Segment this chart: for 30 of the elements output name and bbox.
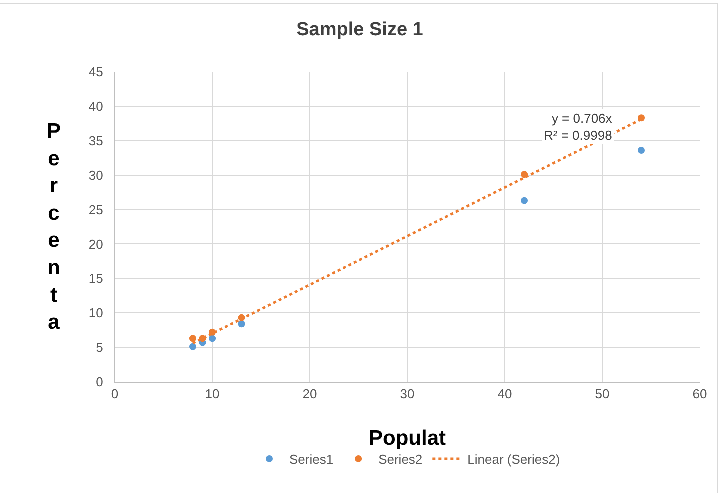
point	[638, 147, 645, 154]
x-tick-label: 10	[205, 386, 220, 402]
point	[190, 343, 196, 350]
y-tick-label: 30	[88, 168, 104, 183]
y-tick-label: 20	[88, 236, 104, 252]
legend-label: Series2	[378, 452, 423, 468]
point	[238, 320, 246, 328]
x-tick-label: 40	[498, 386, 512, 402]
y-axis-title: Percenta	[47, 120, 62, 334]
x-tick-label: 20	[302, 386, 318, 402]
legend-label: Series1	[290, 452, 334, 468]
legend-label: Linear (Series2)	[468, 452, 560, 468]
y-tick-label: 40	[88, 98, 104, 114]
y-tick-label: 45	[88, 64, 104, 80]
annotation: y = 0.706x R² = 0.9998	[544, 111, 613, 143]
x-axis-title: Populat	[369, 427, 446, 450]
chart-title: Sample Size 1	[296, 19, 424, 40]
x-tick-label: 0	[111, 386, 119, 402]
point	[209, 335, 216, 342]
x-tick-label: 50	[595, 386, 610, 402]
y-tick-label: 25	[88, 202, 104, 218]
x-tick-label: 60	[692, 386, 708, 402]
x-tick-label: 30	[400, 386, 415, 402]
point	[521, 197, 528, 204]
y-tick-label: 5	[96, 340, 104, 356]
y-tick-label: 15	[88, 271, 104, 286]
y-tick-label: 0	[96, 374, 104, 390]
point	[190, 335, 196, 342]
y-tick-label: 10	[88, 306, 104, 321]
y-tick-label: 35	[88, 133, 104, 148]
